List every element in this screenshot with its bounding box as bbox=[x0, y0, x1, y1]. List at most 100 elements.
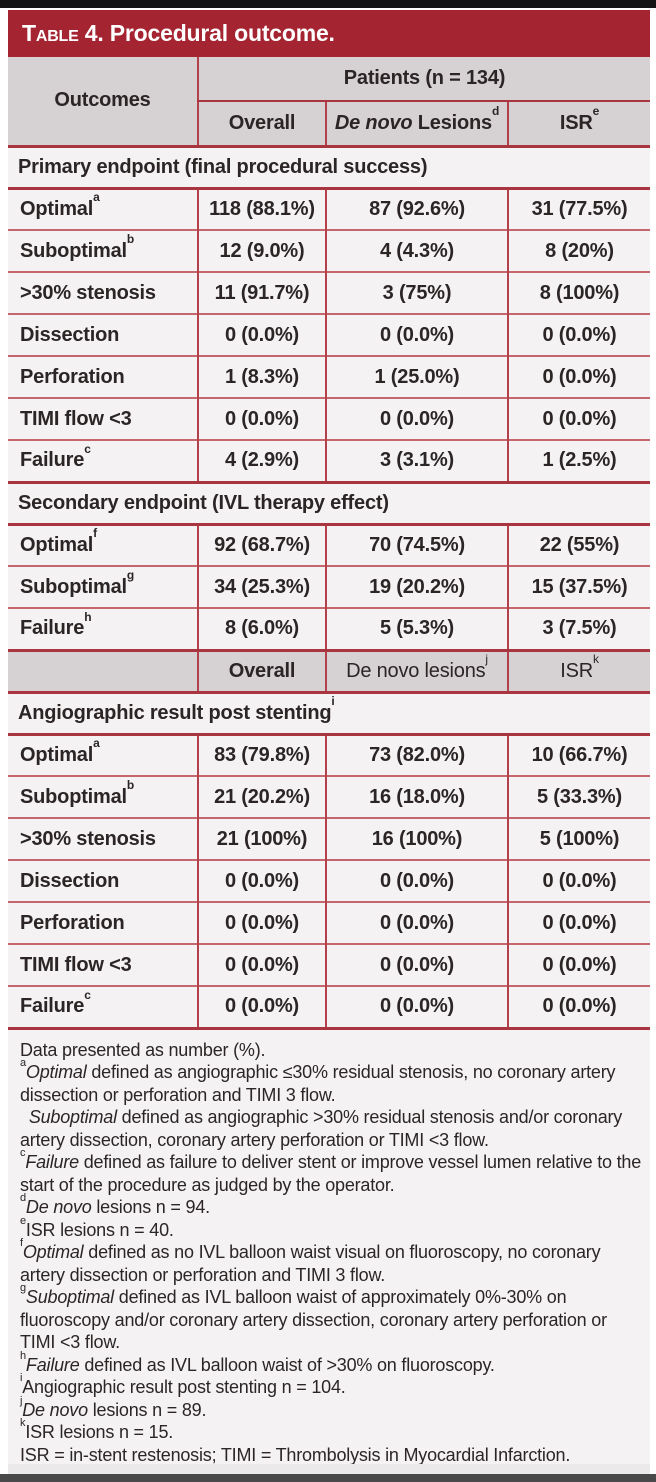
row-label: Optimalf bbox=[8, 523, 198, 566]
footnote-text: defined as IVL balloon waist of approxim… bbox=[20, 1287, 607, 1352]
cell-value: 21 (20.2%) bbox=[197, 775, 326, 818]
cell-value: 1 (8.3%) bbox=[197, 355, 326, 398]
cell-value: 0 (0.0%) bbox=[507, 397, 650, 440]
footnote: aOptimal defined as angiographic ≤30% re… bbox=[20, 1058, 642, 1106]
mid-header-cell bbox=[8, 648, 198, 694]
column-header-cell: ISRe bbox=[507, 101, 650, 148]
cell-value: 11 (91.7%) bbox=[197, 271, 326, 314]
table-row: Perforation 0 (0.0%) 0 (0.0%) 0 (0.0%) bbox=[8, 901, 650, 944]
footnote: fOptimal defined as no IVL balloon waist… bbox=[20, 1238, 642, 1286]
row-label: Perforation bbox=[8, 901, 198, 944]
cell-value: 0 (0.0%) bbox=[507, 943, 650, 986]
bottom-border-bar bbox=[0, 1474, 656, 1482]
cell-value: 8 (100%) bbox=[507, 271, 650, 314]
row-label: Dissection bbox=[8, 859, 198, 902]
cell-value: 16 (100%) bbox=[325, 817, 508, 860]
top-border-bar bbox=[0, 0, 656, 8]
footnote: cFailure defined as failure to deliver s… bbox=[20, 1148, 642, 1196]
section-header-row: Primary endpoint (final procedural succe… bbox=[8, 144, 650, 190]
footnote-marker: a bbox=[93, 736, 100, 751]
footnote-text: Optimal bbox=[22, 1242, 84, 1262]
cell-value: 87 (92.6%) bbox=[325, 187, 508, 230]
row-label-text: Dissection bbox=[20, 869, 120, 892]
row-label-text: >30% stenosis bbox=[20, 281, 156, 304]
cell-value: 0 (0.0%) bbox=[325, 985, 508, 1030]
footnotes-block: Data presented as number (%). aOptimal de… bbox=[8, 1029, 650, 1464]
footnote-marker: h bbox=[84, 609, 92, 624]
footnote: dDe novo lesions n = 94. bbox=[20, 1193, 642, 1219]
footnote-marker: c bbox=[84, 987, 91, 1002]
mid-header-cell: De novo lesionsj bbox=[325, 648, 508, 694]
footnote-marker: f bbox=[93, 526, 97, 541]
table-title-word: Table bbox=[22, 20, 79, 46]
row-label-text: Suboptimal bbox=[20, 785, 127, 808]
cell-value: 92 (68.7%) bbox=[197, 523, 326, 566]
row-label-text: TIMI flow <3 bbox=[20, 407, 132, 430]
footnote-marker: d bbox=[20, 1192, 26, 1204]
table-row: >30% stenosis 21 (100%) 16 (100%) 5 (100%) bbox=[8, 817, 650, 860]
footnote: jDe novo lesions n = 89. bbox=[20, 1395, 642, 1422]
footnote-text: Suboptimal bbox=[25, 1287, 114, 1307]
footnote-text: De novo bbox=[22, 1399, 88, 1420]
cell-value: 70 (74.5%) bbox=[325, 523, 508, 566]
footnote-marker: i bbox=[20, 1372, 23, 1384]
column-header-cell: De novo Lesionsd bbox=[325, 101, 508, 148]
table-row: Suboptimalb 12 (9.0%) 4 (4.3%) 8 (20%) bbox=[8, 229, 650, 272]
footnote: kISR lesions n = 15. bbox=[20, 1418, 642, 1444]
row-label: Failureh bbox=[8, 607, 198, 650]
table-row: Optimalf 92 (68.7%) 70 (74.5%) 22 (55%) bbox=[8, 523, 650, 566]
row-label-text: Dissection bbox=[20, 323, 120, 346]
cell-value: 83 (79.8%) bbox=[197, 733, 326, 776]
section-header: Secondary endpoint (IVL therapy effect) bbox=[8, 480, 650, 526]
table-row: Suboptimalg 34 (25.3%) 19 (20.2%) 15 (37.5%… bbox=[8, 565, 650, 608]
row-label-text: >30% stenosis bbox=[20, 827, 156, 850]
row-label: >30% stenosis bbox=[8, 271, 198, 314]
mid-header-label: Overall bbox=[228, 659, 296, 682]
footnote-text bbox=[20, 1107, 29, 1127]
footnote-text: Optimal bbox=[25, 1062, 87, 1082]
table-row: TIMI flow <3 0 (0.0%) 0 (0.0%) 0 (0.0%) bbox=[8, 397, 650, 440]
footnote-text: defined as no IVL balloon waist visual o… bbox=[20, 1242, 601, 1285]
footnote-text: lesions n = 94. bbox=[91, 1197, 210, 1217]
section-header-row: Secondary endpoint (IVL therapy effect) bbox=[8, 480, 650, 526]
section-header-label: Angiographic result post stenting bbox=[18, 701, 332, 724]
footnote-marker: d bbox=[491, 104, 500, 119]
footnote: hFailure defined as IVL balloon waist of… bbox=[20, 1350, 642, 1377]
footnote-marker: j bbox=[485, 651, 488, 666]
section-header: Angiographic result post stentingi bbox=[8, 690, 650, 736]
table-row: Dissection 0 (0.0%) 0 (0.0%) 0 (0.0%) bbox=[8, 313, 650, 356]
row-label-text: Perforation bbox=[20, 365, 125, 388]
footnote-text: Failure bbox=[25, 1152, 79, 1172]
footnote-text: Suboptimal bbox=[28, 1107, 117, 1127]
cell-value: 0 (0.0%) bbox=[507, 859, 650, 902]
table-row: Optimala 118 (88.1%) 87 (92.6%) 31 (77.5%) bbox=[8, 187, 650, 230]
footnote-text: ISR lesions n = 40. bbox=[25, 1219, 174, 1240]
cell-value: 12 (9.0%) bbox=[197, 229, 326, 272]
table-row: Failurec 0 (0.0%) 0 (0.0%) 0 (0.0%) bbox=[8, 985, 650, 1030]
row-label: Failurec bbox=[8, 439, 198, 482]
mid-header-label: De novo lesions bbox=[346, 659, 486, 682]
column-header-cell: Overall bbox=[197, 101, 326, 148]
section-header-row: Angiographic result post stentingi bbox=[8, 690, 650, 736]
footnote-marker: h bbox=[20, 1349, 26, 1362]
footnote-text: lesions n = 89. bbox=[87, 1399, 207, 1420]
section-header-label: Secondary endpoint (IVL therapy effect) bbox=[18, 491, 389, 514]
cell-value: 5 (5.3%) bbox=[325, 607, 508, 650]
row-label: Optimala bbox=[8, 187, 198, 230]
footnote-marker: f bbox=[20, 1237, 23, 1249]
footnote-marker: i bbox=[331, 693, 335, 708]
table-row: Failureh 8 (6.0%) 5 (5.3%) 3 (7.5%) bbox=[8, 607, 650, 650]
cell-value: 1 (2.5%) bbox=[507, 439, 650, 482]
outcomes-table: Outcomes Patients (n = 134) Overall De no… bbox=[8, 57, 650, 1030]
cell-value: 0 (0.0%) bbox=[325, 859, 508, 902]
table-row: Failurec 4 (2.9%) 3 (3.1%) 1 (2.5%) bbox=[8, 439, 650, 482]
cell-value: 21 (100%) bbox=[197, 817, 326, 860]
cell-value: 4 (4.3%) bbox=[325, 229, 508, 272]
table-row: Optimala 83 (79.8%) 73 (82.0%) 10 (66.7%) bbox=[8, 733, 650, 776]
footnote-text: defined as failure to deliver stent or i… bbox=[20, 1152, 642, 1195]
footnote-text: defined as IVL balloon waist of >30% on … bbox=[79, 1354, 495, 1375]
row-label-text: Optimal bbox=[20, 197, 94, 220]
mid-header-label: ISR bbox=[560, 659, 593, 682]
footnote: Suboptimal defined as angiographic >30% … bbox=[20, 1106, 642, 1151]
column-header-italic: De novo bbox=[334, 111, 413, 134]
